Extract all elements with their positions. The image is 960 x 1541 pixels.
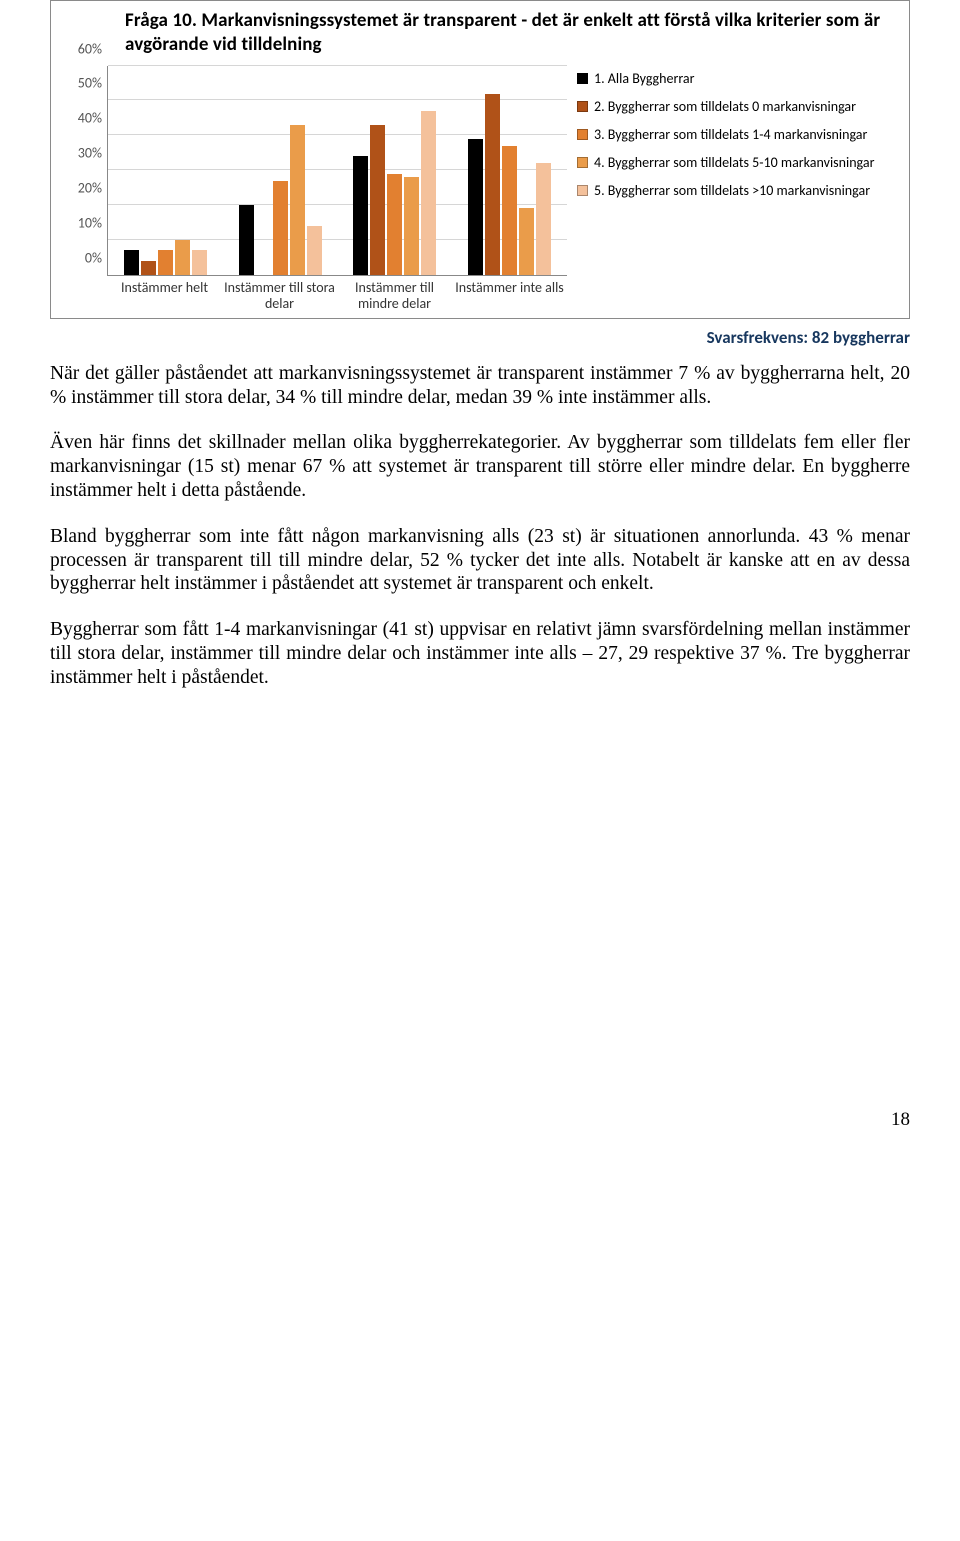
body-text: När det gäller påståendet att markanvisn… bbox=[50, 362, 910, 690]
legend-swatch bbox=[577, 157, 588, 168]
x-axis-label: Instämmer inte alls bbox=[452, 276, 567, 312]
y-axis-label: 60% bbox=[78, 40, 108, 57]
legend-item: 2. Byggherrar som tilldelats 0 markanvis… bbox=[577, 98, 903, 116]
legend-label: 2. Byggherrar som tilldelats 0 markanvis… bbox=[594, 98, 856, 116]
legend-label: 4. Byggherrar som tilldelats 5-10 markan… bbox=[594, 154, 874, 172]
paragraph-1: När det gäller påståendet att markanvisn… bbox=[50, 362, 910, 410]
legend-label: 1. Alla Byggherrar bbox=[594, 70, 695, 88]
legend-swatch bbox=[577, 129, 588, 140]
legend-item: 1. Alla Byggherrar bbox=[577, 70, 903, 88]
y-axis-label: 50% bbox=[78, 75, 108, 92]
legend-label: 5. Byggherrar som tilldelats >10 markanv… bbox=[594, 182, 870, 200]
bar bbox=[273, 181, 288, 275]
bar bbox=[239, 205, 254, 275]
bar-group bbox=[452, 66, 567, 275]
chart-container: Fråga 10. Markanvisningssystemet är tran… bbox=[50, 0, 910, 319]
bar bbox=[519, 208, 534, 274]
legend-label: 3. Byggherrar som tilldelats 1-4 markanv… bbox=[594, 126, 867, 144]
chart-legend: 1. Alla Byggherrar 2. Byggherrar som till… bbox=[577, 66, 903, 312]
bar bbox=[141, 261, 156, 275]
paragraph-3: Bland byggherrar som inte fått någon mar… bbox=[50, 525, 910, 596]
legend-swatch bbox=[577, 185, 588, 196]
y-axis-label: 0% bbox=[85, 249, 108, 266]
bar bbox=[421, 111, 436, 275]
bar bbox=[124, 250, 139, 274]
legend-swatch bbox=[577, 73, 588, 84]
chart-caption: Svarsfrekvens: 82 byggherrar bbox=[50, 327, 910, 348]
legend-swatch bbox=[577, 101, 588, 112]
bar bbox=[468, 139, 483, 275]
bar-group bbox=[223, 66, 338, 275]
bar bbox=[502, 146, 517, 275]
y-axis-label: 20% bbox=[78, 179, 108, 196]
bar bbox=[307, 226, 322, 275]
plot-area: 0%10%20%30%40%50%60% Instämmer heltInstä… bbox=[57, 66, 567, 312]
bar bbox=[536, 163, 551, 274]
bar bbox=[158, 250, 173, 274]
y-axis-label: 40% bbox=[78, 110, 108, 127]
legend-item: 3. Byggherrar som tilldelats 1-4 markanv… bbox=[577, 126, 903, 144]
bar bbox=[485, 94, 500, 275]
bar bbox=[192, 250, 207, 274]
chart-title: Fråga 10. Markanvisningssystemet är tran… bbox=[57, 5, 903, 66]
bar-group bbox=[338, 66, 453, 275]
chart-body: 0%10%20%30%40%50%60% Instämmer heltInstä… bbox=[57, 66, 903, 312]
bar bbox=[404, 177, 419, 275]
legend-item: 5. Byggherrar som tilldelats >10 markanv… bbox=[577, 182, 903, 200]
bar bbox=[290, 125, 305, 275]
legend-item: 4. Byggherrar som tilldelats 5-10 markan… bbox=[577, 154, 903, 172]
bar bbox=[175, 240, 190, 275]
paragraph-4: Byggherrar som fått 1-4 markanvisningar … bbox=[50, 618, 910, 689]
x-axis-label: Instämmer till stora delar bbox=[222, 276, 337, 312]
bar bbox=[370, 125, 385, 275]
x-axis-label: Instämmer helt bbox=[107, 276, 222, 312]
bar bbox=[353, 156, 368, 274]
page-number: 18 bbox=[50, 1109, 910, 1131]
bar bbox=[387, 174, 402, 275]
y-axis-label: 30% bbox=[78, 145, 108, 162]
y-axis-label: 10% bbox=[78, 214, 108, 231]
x-axis-label: Instämmer till mindre delar bbox=[337, 276, 452, 312]
paragraph-2: Även här finns det skillnader mellan oli… bbox=[50, 431, 910, 502]
bar-group bbox=[108, 66, 223, 275]
